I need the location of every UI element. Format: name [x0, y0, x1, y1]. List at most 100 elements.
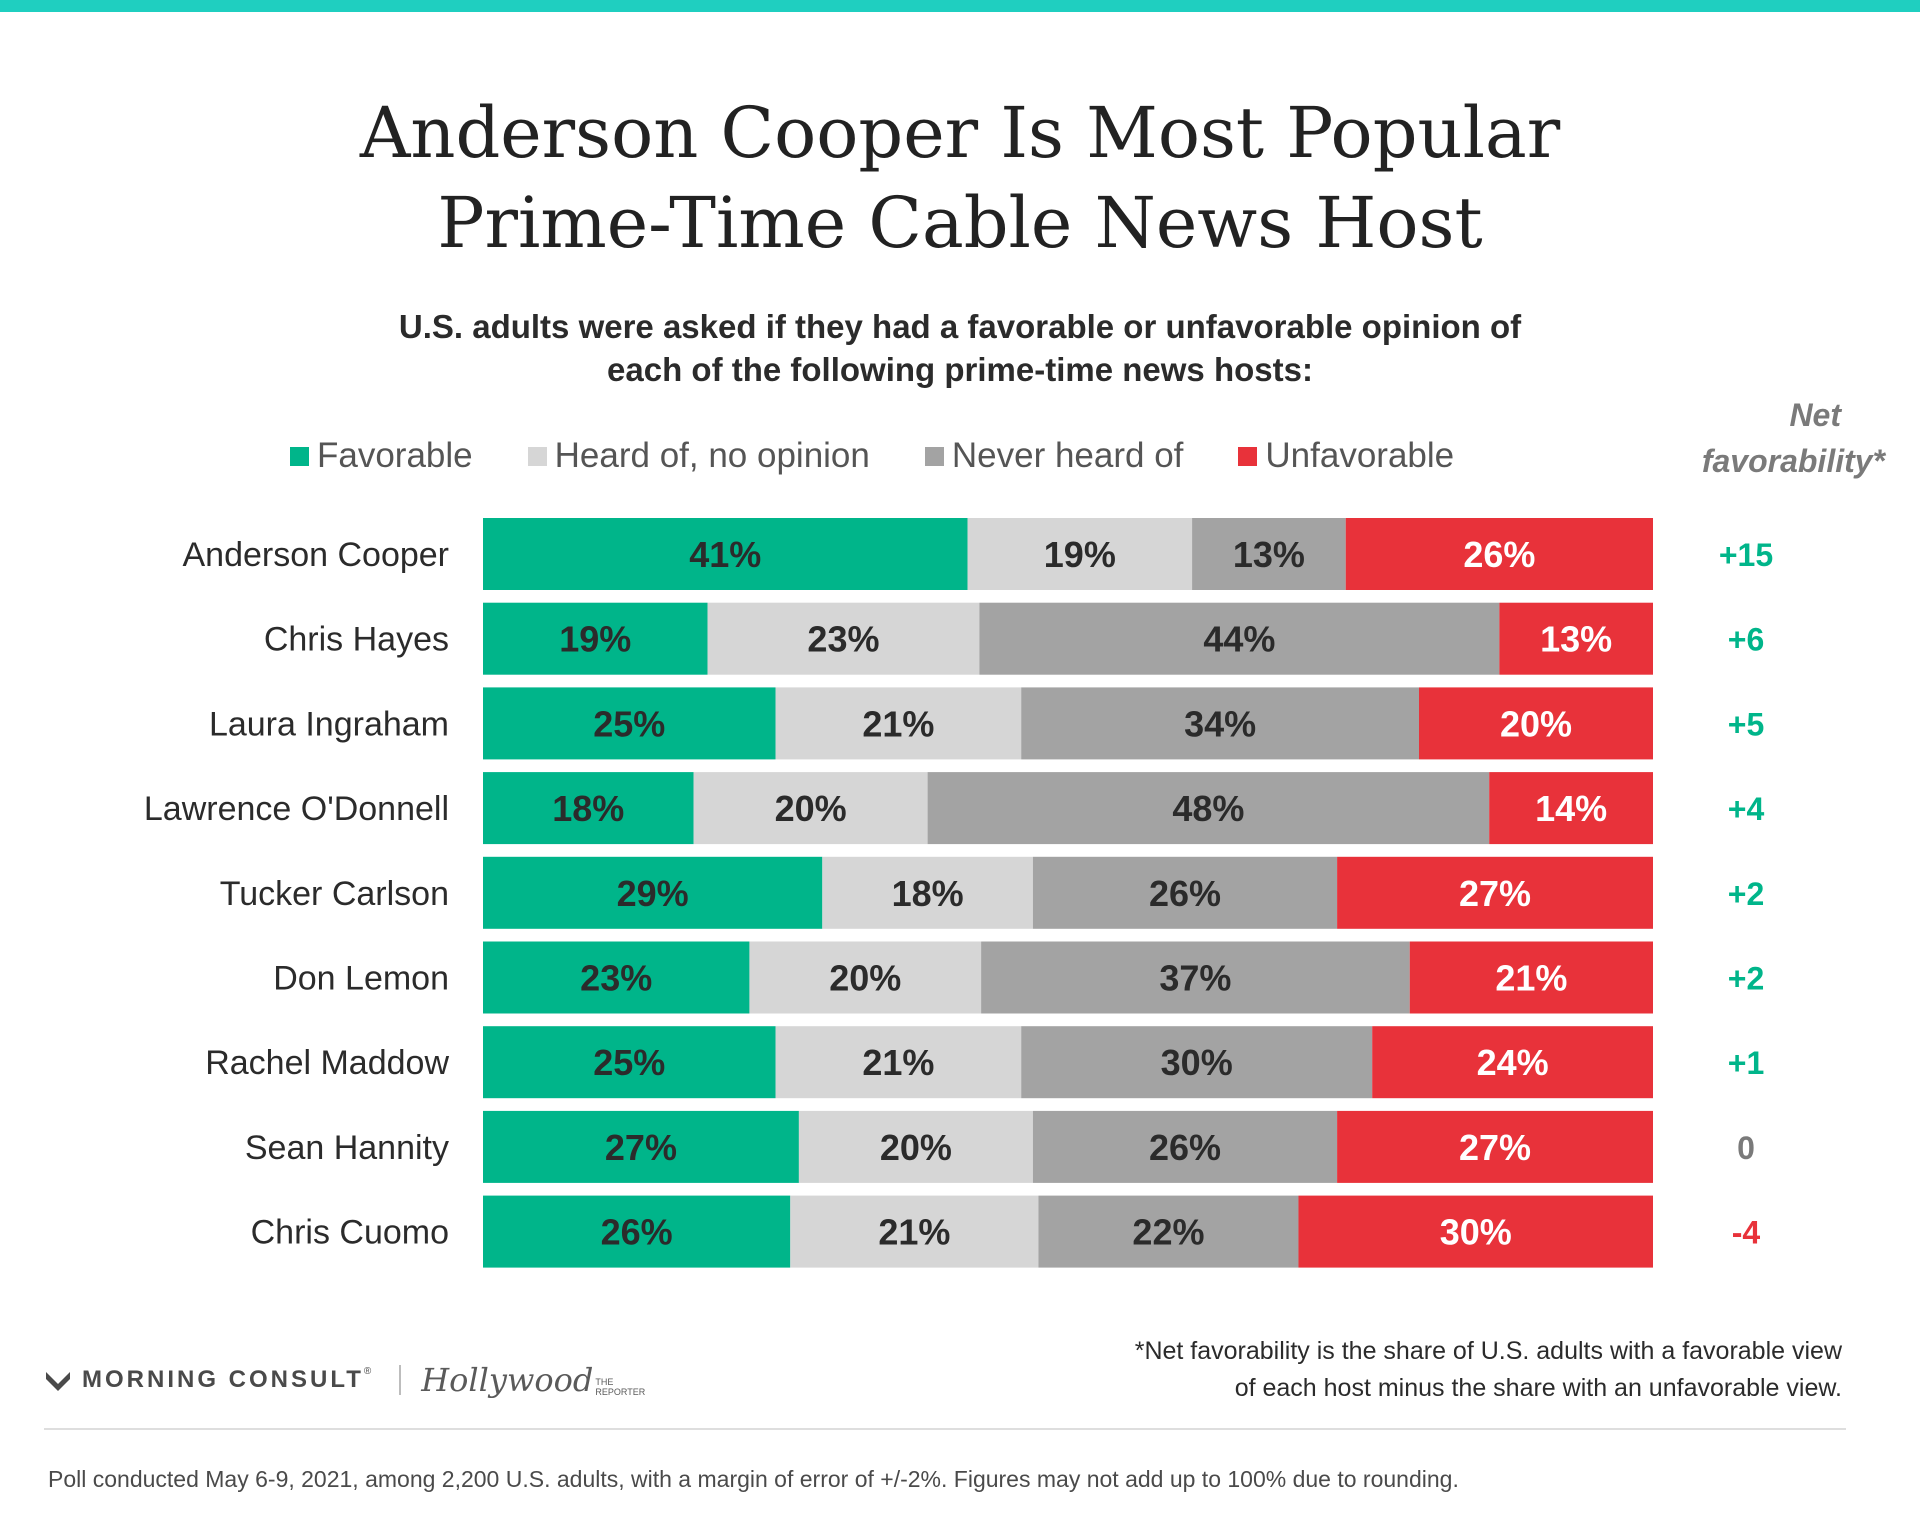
bar-sean-hannity-never-heard-of	[1032, 1110, 1338, 1183]
category-label-chris-hayes: Chris Hayes	[264, 621, 449, 659]
bar-tucker-carlson-heard-of-no-opinion	[822, 856, 1033, 929]
footnote-line-2: of each host minus the share with an unf…	[1234, 1374, 1842, 1402]
bar-lawrence-o-donnell-never-heard-of	[927, 772, 1490, 845]
value-label-anderson-cooper-favorable: 41%	[689, 534, 761, 575]
bar-chris-hayes-heard-of-no-opinion	[707, 602, 980, 675]
bar-don-lemon-heard-of-no-opinion	[749, 941, 982, 1014]
value-label-don-lemon-favorable: 23%	[580, 958, 652, 999]
value-label-chris-cuomo-heard-of-no-opinion: 21%	[878, 1212, 950, 1253]
value-label-chris-cuomo-unfavorable: 30%	[1440, 1212, 1512, 1253]
footnote-line-1: *Net favorability is the share of U.S. a…	[1134, 1337, 1842, 1365]
legend-swatch-no-opinion	[527, 446, 547, 466]
category-label-rachel-maddow: Rachel Maddow	[205, 1044, 449, 1082]
bar-chris-cuomo-unfavorable	[1298, 1195, 1653, 1268]
thr-small-text: THE REPORTER	[595, 1377, 645, 1397]
value-label-sean-hannity-heard-of-no-opinion: 20%	[880, 1127, 952, 1168]
legend-item-no-opinion: Heard of, no opinion	[527, 436, 870, 476]
value-label-laura-ingraham-never-heard-of: 34%	[1184, 703, 1256, 744]
legend-swatch-favorable	[290, 446, 309, 466]
value-label-tucker-carlson-unfavorable: 27%	[1459, 873, 1531, 914]
footer-divider	[44, 1428, 1846, 1430]
bar-lawrence-o-donnell-unfavorable	[1489, 772, 1653, 845]
bar-chris-cuomo-heard-of-no-opinion	[790, 1195, 1039, 1268]
bar-tucker-carlson-never-heard-of	[1032, 856, 1338, 929]
bar-lawrence-o-donnell-heard-of-no-opinion	[693, 772, 928, 845]
bar-rachel-maddow-unfavorable	[1372, 1026, 1653, 1099]
bar-rachel-maddow-never-heard-of	[1021, 1026, 1373, 1099]
value-label-rachel-maddow-favorable: 25%	[593, 1042, 665, 1083]
value-label-laura-ingraham-favorable: 25%	[593, 703, 665, 744]
net-favorability-chris-cuomo: -4	[1732, 1215, 1761, 1251]
thr-the: THE	[595, 1377, 614, 1387]
category-label-anderson-cooper: Anderson Cooper	[182, 536, 449, 574]
legend-item-favorable: Favorable	[290, 436, 473, 476]
legend-item-never-heard: Never heard of	[924, 436, 1184, 476]
value-label-chris-cuomo-favorable: 26%	[601, 1212, 673, 1253]
net-favorability-rachel-maddow: +1	[1728, 1045, 1764, 1081]
value-label-chris-cuomo-never-heard-of: 22%	[1132, 1212, 1204, 1253]
chart-subtitle: U.S. adults were asked if they had a fav…	[0, 305, 1920, 391]
hollywood-reporter-logo: Hollywood THE REPORTER	[421, 1363, 645, 1397]
morning-consult-logo-icon	[46, 1372, 70, 1391]
bar-don-lemon-favorable	[483, 941, 750, 1014]
thr-reporter: REPORTER	[595, 1387, 646, 1397]
net-favorability-lawrence-o-donnell: +4	[1728, 791, 1765, 827]
value-label-tucker-carlson-favorable: 29%	[617, 873, 689, 914]
category-label-tucker-carlson: Tucker Carlson	[220, 875, 449, 913]
category-label-chris-cuomo: Chris Cuomo	[251, 1214, 449, 1252]
category-label-don-lemon: Don Lemon	[273, 960, 449, 998]
bar-sean-hannity-unfavorable	[1337, 1110, 1653, 1183]
value-label-lawrence-o-donnell-unfavorable: 14%	[1535, 788, 1607, 829]
value-label-sean-hannity-unfavorable: 27%	[1459, 1127, 1531, 1168]
value-label-lawrence-o-donnell-heard-of-no-opinion: 20%	[775, 788, 847, 829]
value-label-laura-ingraham-heard-of-no-opinion: 21%	[862, 703, 934, 744]
net-favorability-don-lemon: +2	[1728, 961, 1764, 997]
net-favorability-header: Net favorability*	[1595, 392, 1885, 484]
value-label-anderson-cooper-never-heard-of: 13%	[1233, 534, 1305, 575]
value-label-lawrence-o-donnell-never-heard-of: 48%	[1172, 788, 1244, 829]
brand-block: MORNING CONSULT ® Hollywood THE REPORTER	[44, 1360, 645, 1400]
net-header-line-2: favorability*	[1701, 443, 1885, 479]
value-label-chris-hayes-heard-of-no-opinion: 23%	[807, 619, 879, 660]
top-accent-rule	[0, 0, 1920, 12]
legend-label-unfavorable: Unfavorable	[1265, 436, 1455, 475]
legend-label-no-opinion: Heard of, no opinion	[554, 436, 870, 475]
bar-sean-hannity-favorable	[483, 1110, 799, 1183]
net-favorability-tucker-carlson: +2	[1728, 876, 1764, 912]
brand-separator	[399, 1365, 402, 1395]
trademark-symbol: ®	[363, 1366, 372, 1377]
net-favorability-sean-hannity: 0	[1737, 1130, 1755, 1166]
source-note: Poll conducted May 6-9, 2021, among 2,20…	[48, 1466, 1459, 1492]
bar-chris-cuomo-favorable	[483, 1195, 791, 1268]
chart-subtitle-line-1: U.S. adults were asked if they had a fav…	[398, 308, 1522, 345]
bar-chris-cuomo-never-heard-of	[1038, 1195, 1299, 1268]
value-label-rachel-maddow-never-heard-of: 30%	[1161, 1042, 1233, 1083]
bar-laura-ingraham-never-heard-of	[1021, 687, 1419, 760]
bar-anderson-cooper-never-heard-of	[1192, 518, 1346, 590]
bar-lawrence-o-donnell-favorable	[483, 772, 694, 845]
bar-sean-hannity-heard-of-no-opinion	[798, 1110, 1033, 1183]
value-label-don-lemon-heard-of-no-opinion: 20%	[829, 958, 901, 999]
net-favorability-chris-hayes: +6	[1728, 622, 1764, 658]
morning-consult-wordmark: MORNING CONSULT	[82, 1366, 364, 1393]
value-label-rachel-maddow-unfavorable: 24%	[1477, 1042, 1549, 1083]
stacked-bar-chart: Anderson Cooper 41% 19% 13% 26% +15 Chris Haye…	[144, 518, 1773, 1268]
category-label-laura-ingraham: Laura Ingraham	[209, 705, 449, 743]
value-label-sean-hannity-never-heard-of: 26%	[1149, 1127, 1221, 1168]
bar-laura-ingraham-heard-of-no-opinion	[775, 687, 1022, 760]
chart-title-line-1: Anderson Cooper Is Most Popular	[359, 92, 1561, 174]
bar-don-lemon-unfavorable	[1409, 941, 1653, 1014]
thr-wordmark: Hollywood	[421, 1361, 594, 1399]
value-label-tucker-carlson-heard-of-no-opinion: 18%	[892, 873, 964, 914]
bar-anderson-cooper-unfavorable	[1345, 518, 1653, 590]
legend-label-never-heard: Never heard of	[951, 436, 1184, 475]
value-label-chris-hayes-favorable: 19%	[559, 619, 631, 660]
value-label-anderson-cooper-unfavorable: 26%	[1463, 534, 1535, 575]
legend: Favorable Heard of, no opinion Never hea…	[290, 432, 1509, 480]
chart-subtitle-line-2: each of the following prime-time news ho…	[607, 351, 1313, 388]
net-favorability-anderson-cooper: +15	[1719, 537, 1773, 573]
bar-chris-hayes-never-heard-of	[979, 602, 1500, 675]
bar-rachel-maddow-favorable	[483, 1026, 776, 1099]
category-label-lawrence-o-donnell: Lawrence O'Donnell	[144, 790, 449, 828]
legend-swatch-unfavorable	[1238, 446, 1258, 466]
